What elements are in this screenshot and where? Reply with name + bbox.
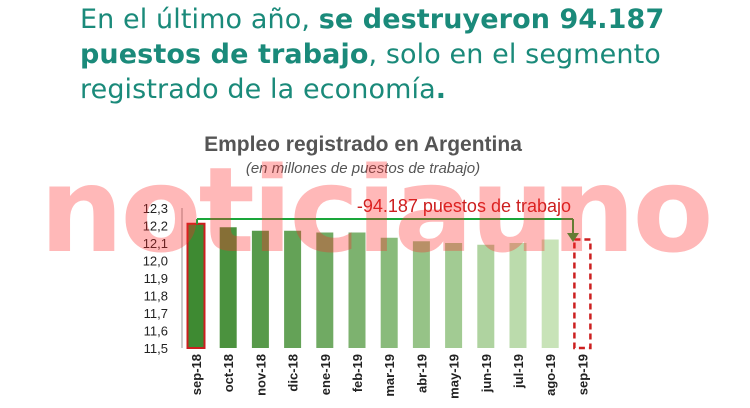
bar-sep-18	[186, 222, 206, 349]
x-tick-label-nov-18: nov-18	[253, 354, 268, 396]
x-tick-label-abr-19: abr-19	[414, 354, 429, 393]
x-tick-label-jun-19: jun-19	[479, 354, 494, 393]
bar-ene-19	[316, 232, 334, 348]
x-axis-labels: sep-18 oct-18 nov-18 dic-18 ene-19 feb-19 mar-…	[189, 354, 590, 399]
headline-text-1: En el último año,	[80, 4, 319, 35]
y-tick-label: 12,1	[143, 236, 168, 251]
bar-jun-19	[477, 244, 495, 348]
x-tick-label-oct-18: oct-18	[221, 354, 236, 392]
y-tick-label: 11,9	[144, 271, 168, 286]
y-tick-label: 12,0	[143, 254, 168, 269]
x-tick-label-feb-19: feb-19	[350, 354, 365, 392]
bar-may-19	[445, 243, 463, 348]
bar-abr-19	[412, 241, 430, 348]
bar-jul-19	[509, 243, 527, 348]
bar-sep-19	[573, 238, 592, 350]
headline-bold-1: se destruyeron 94.187	[318, 4, 665, 35]
bar-oct-18	[219, 227, 237, 348]
x-tick-label-dic-18: dic-18	[286, 354, 301, 392]
annotation-label: -94.187 puestos de trabajo	[357, 196, 571, 216]
y-tick-label: 11,5	[144, 341, 168, 356]
x-tick-label-ago-19: ago-19	[543, 354, 558, 396]
y-tick-label: 11,8	[144, 289, 168, 304]
bar-dic-18	[284, 230, 302, 348]
headline-text-2: , solo en el segmento registrado de la e…	[80, 39, 661, 105]
bar-feb-19	[348, 232, 366, 348]
x-tick-label-may-19: may-19	[447, 354, 462, 399]
y-tick-label: 12,2	[143, 219, 168, 234]
annotation-arrow: -94.187 puestos de trabajo	[196, 196, 579, 242]
x-tick-label-jul-19: jul-19	[511, 354, 526, 389]
x-tick-label-sep-19: sep-19	[575, 354, 590, 395]
y-axis: 11,5 11,6 11,7 11,8 11,9 12,0 12,1 12,2 12,3	[143, 201, 183, 356]
bar-mar-19	[380, 237, 398, 348]
y-tick-label: 12,3	[143, 201, 168, 216]
x-tick-label-sep-18: sep-18	[189, 354, 204, 395]
headline-bold-2: puestos de trabajo	[80, 39, 369, 70]
arrow-head	[567, 233, 579, 242]
x-tick-label-ene-19: ene-19	[318, 354, 333, 395]
headline: En el último año, se destruyeron 94.187 …	[80, 2, 720, 107]
y-tick-label: 11,7	[144, 306, 168, 321]
bar-ago-19	[541, 239, 559, 348]
headline-period: .	[435, 74, 447, 105]
bars	[186, 222, 592, 350]
chart-subtitle: (en millones de puestos de trabajo)	[246, 160, 480, 177]
bar-nov-18	[251, 230, 269, 348]
chart-title: Empleo registrado en Argentina	[204, 133, 522, 156]
y-tick-label: 11,6	[144, 324, 168, 339]
x-tick-label-mar-19: mar-19	[382, 354, 397, 397]
